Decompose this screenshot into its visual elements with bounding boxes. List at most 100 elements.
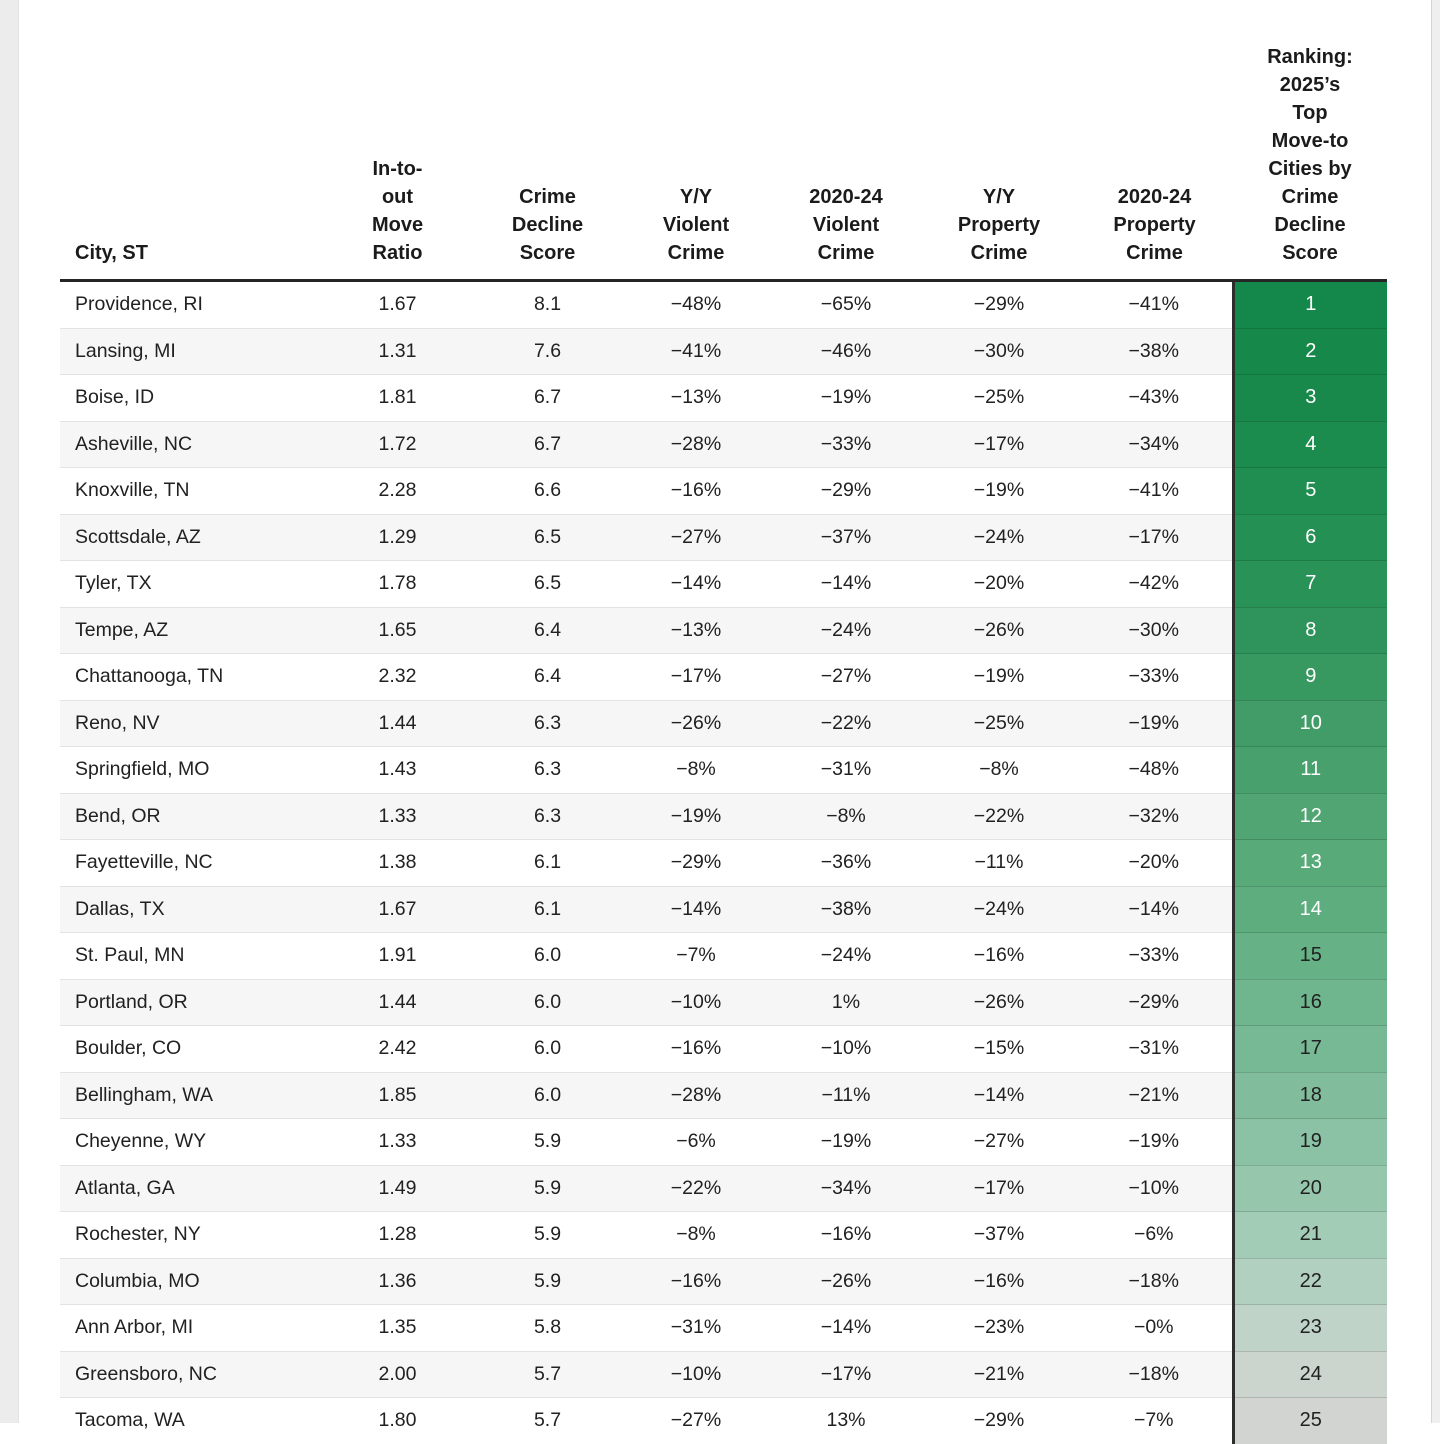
cell-city: Tacoma, WA [60,1397,322,1444]
cell-city: Dallas, TX [60,885,322,933]
cell-move-ratio: 2.32 [322,653,473,700]
table-header: City, ST In-to- out Move Ratio Crime Decli… [60,0,1387,282]
rank-badge-cell: 13 [1231,839,1387,886]
cell-city: Tyler, TX [60,560,322,607]
cell-property-crime-2020-24: −10% [1076,1164,1233,1212]
table-body: Providence, RI 1.67 8.1 −48% −65% −29% −41% 1 La… [60,280,1387,1444]
cell-city: Columbia, MO [60,1257,322,1305]
cell-violent-crime-2020-24: −24% [770,932,922,979]
cell-crime-decline-score: 6.0 [473,1071,622,1119]
table-row: Scottsdale, AZ 1.29 6.5 −27% −37% −24% −17% 6 [60,513,1387,561]
rank-badge-cell: 6 [1231,513,1387,561]
cell-city: St. Paul, MN [60,932,322,979]
header-crime-decline-score: Crime Decline Score [473,0,622,282]
rank-badge-cell: 10 [1231,699,1387,747]
cell-city: Springfield, MO [60,746,322,793]
cell-city: Greensboro, NC [60,1350,322,1398]
cell-property-crime-2020-24: −32% [1076,792,1233,840]
rank-badge-cell: 23 [1231,1304,1387,1351]
rank-badge-cell: 15 [1231,932,1387,979]
cell-move-ratio: 1.91 [322,932,473,979]
cell-violent-crime-2020-24: −22% [770,699,922,747]
cell-yy-violent-crime: −28% [622,420,770,468]
cell-violent-crime-2020-24: −14% [770,1304,922,1351]
table-row: Fayetteville, NC 1.38 6.1 −29% −36% −11% −20% 1… [60,839,1387,886]
rank-badge-cell: 5 [1231,467,1387,514]
cell-yy-violent-crime: −17% [622,653,770,700]
table-row: Greensboro, NC 2.00 5.7 −10% −17% −21% −18% 24 [60,1350,1387,1398]
cell-violent-crime-2020-24: −11% [770,1071,922,1119]
cell-move-ratio: 2.00 [322,1350,473,1398]
cell-violent-crime-2020-24: 13% [770,1397,922,1444]
cell-move-ratio: 1.67 [322,885,473,933]
cell-property-crime-2020-24: −30% [1076,606,1233,654]
cell-violent-crime-2020-24: −31% [770,746,922,793]
cell-crime-decline-score: 6.1 [473,885,622,933]
cell-yy-violent-crime: −19% [622,792,770,840]
cell-violent-crime-2020-24: −36% [770,839,922,886]
cell-move-ratio: 1.78 [322,560,473,607]
cell-property-crime-2020-24: −20% [1076,839,1233,886]
table-row: Rochester, NY 1.28 5.9 −8% −16% −37% −6% 21 [60,1211,1387,1258]
cell-yy-violent-crime: −22% [622,1164,770,1212]
table-row: Lansing, MI 1.31 7.6 −41% −46% −30% −38% 2 [60,327,1387,375]
table-row: Asheville, NC 1.72 6.7 −28% −33% −17% −34% 4 [60,420,1387,468]
cell-yy-property-crime: −22% [922,792,1076,840]
header-rank: Ranking: 2025’s Top Move-to Cities by Cr… [1233,0,1387,282]
table-row: Columbia, MO 1.36 5.9 −16% −26% −16% −18% 22 [60,1257,1387,1305]
cell-move-ratio: 1.44 [322,699,473,747]
cell-move-ratio: 1.38 [322,839,473,886]
cell-violent-crime-2020-24: 1% [770,978,922,1026]
cell-move-ratio: 1.35 [322,1304,473,1351]
cell-move-ratio: 1.28 [322,1211,473,1258]
cell-yy-violent-crime: −6% [622,1118,770,1165]
cell-property-crime-2020-24: −14% [1076,885,1233,933]
cell-yy-property-crime: −17% [922,420,1076,468]
table-row: Providence, RI 1.67 8.1 −48% −65% −29% −41% 1 [60,280,1387,328]
cell-city: Portland, OR [60,978,322,1026]
cell-crime-decline-score: 6.0 [473,1025,622,1072]
cell-yy-property-crime: −19% [922,653,1076,700]
cell-crime-decline-score: 6.5 [473,560,622,607]
table-row: Tempe, AZ 1.65 6.4 −13% −24% −26% −30% 8 [60,606,1387,654]
cell-yy-violent-crime: −16% [622,1257,770,1305]
rank-badge-cell: 3 [1231,374,1387,421]
cell-violent-crime-2020-24: −8% [770,792,922,840]
table-row: Springfield, MO 1.43 6.3 −8% −31% −8% −48% 11 [60,746,1387,793]
table-row: Ann Arbor, MI 1.35 5.8 −31% −14% −23% −0% 23 [60,1304,1387,1351]
cell-crime-decline-score: 5.9 [473,1211,622,1258]
cell-city: Lansing, MI [60,327,322,375]
cell-yy-property-crime: −24% [922,885,1076,933]
cell-city: Bellingham, WA [60,1071,322,1119]
cell-yy-violent-crime: −28% [622,1071,770,1119]
header-violent-crime-2020-24: 2020-24 Violent Crime [770,0,922,282]
cell-move-ratio: 1.33 [322,792,473,840]
cell-yy-violent-crime: −10% [622,1350,770,1398]
cell-yy-property-crime: −15% [922,1025,1076,1072]
cell-yy-property-crime: −23% [922,1304,1076,1351]
cell-property-crime-2020-24: −42% [1076,560,1233,607]
cell-crime-decline-score: 5.9 [473,1257,622,1305]
cell-property-crime-2020-24: −17% [1076,513,1233,561]
cell-move-ratio: 1.44 [322,978,473,1026]
table-row: Dallas, TX 1.67 6.1 −14% −38% −24% −14% 14 [60,885,1387,933]
cell-city: Boise, ID [60,374,322,421]
rank-badge-cell: 19 [1231,1118,1387,1165]
table-row: Boulder, CO 2.42 6.0 −16% −10% −15% −31% 17 [60,1025,1387,1072]
cell-yy-violent-crime: −16% [622,467,770,514]
cell-crime-decline-score: 6.3 [473,699,622,747]
cell-violent-crime-2020-24: −26% [770,1257,922,1305]
cell-property-crime-2020-24: −19% [1076,1118,1233,1165]
cell-move-ratio: 1.49 [322,1164,473,1212]
cell-violent-crime-2020-24: −16% [770,1211,922,1258]
cell-violent-crime-2020-24: −46% [770,327,922,375]
cell-yy-violent-crime: −8% [622,746,770,793]
cell-move-ratio: 1.33 [322,1118,473,1165]
table-row: Portland, OR 1.44 6.0 −10% 1% −26% −29% 16 [60,978,1387,1026]
cell-yy-property-crime: −16% [922,932,1076,979]
cell-city: Boulder, CO [60,1025,322,1072]
cell-yy-property-crime: −26% [922,978,1076,1026]
cell-city: Scottsdale, AZ [60,513,322,561]
cell-violent-crime-2020-24: −19% [770,1118,922,1165]
cell-yy-violent-crime: −29% [622,839,770,886]
